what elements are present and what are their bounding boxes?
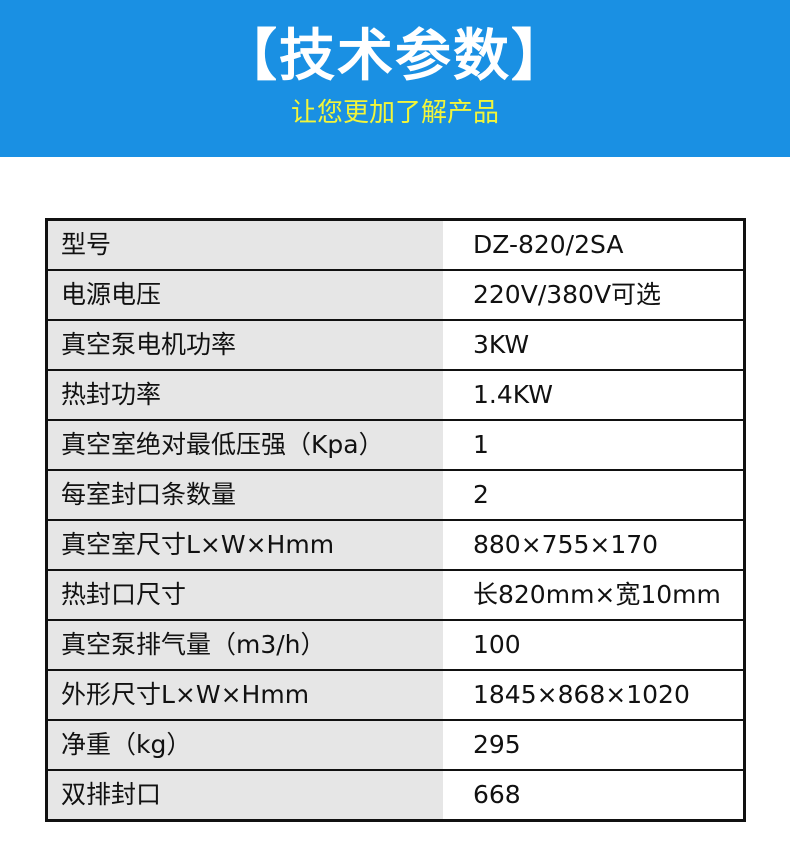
spec-label: 型号 bbox=[46, 219, 443, 270]
spec-label: 热封功率 bbox=[46, 369, 443, 420]
spec-value: 220V/380V可选 bbox=[443, 269, 745, 320]
table-row: 真空室绝对最低压强（Kpa） 1 bbox=[46, 419, 745, 470]
table-row: 热封功率 1.4KW bbox=[46, 369, 745, 420]
spec-label: 真空泵电机功率 bbox=[46, 319, 443, 370]
spec-label: 热封口尺寸 bbox=[46, 569, 443, 620]
spec-value: 880×755×170 bbox=[443, 519, 745, 570]
table-row: 外形尺寸L×W×Hmm 1845×868×1020 bbox=[46, 669, 745, 720]
table-row: 热封口尺寸 长820mm×宽10mm bbox=[46, 569, 745, 620]
table-row: 型号 DZ-820/2SA bbox=[46, 219, 745, 270]
spec-value: 295 bbox=[443, 719, 745, 770]
spec-value: DZ-820/2SA bbox=[443, 219, 745, 270]
spec-value: 1 bbox=[443, 419, 745, 470]
table-row: 真空泵电机功率 3KW bbox=[46, 319, 745, 370]
table-row: 真空室尺寸L×W×Hmm 880×755×170 bbox=[46, 519, 745, 570]
spec-value: 1.4KW bbox=[443, 369, 745, 420]
spec-value: 长820mm×宽10mm bbox=[443, 569, 745, 620]
spec-value: 3KW bbox=[443, 319, 745, 370]
spec-value: 100 bbox=[443, 619, 745, 670]
table-row: 电源电压 220V/380V可选 bbox=[46, 269, 745, 320]
spec-label: 电源电压 bbox=[46, 269, 443, 320]
header-banner: 【技术参数】 让您更加了解产品 bbox=[0, 0, 790, 157]
spec-label: 真空泵排气量（m3/h） bbox=[46, 619, 443, 670]
spec-value: 2 bbox=[443, 469, 745, 520]
spec-value: 1845×868×1020 bbox=[443, 669, 745, 720]
spec-label: 净重（kg） bbox=[46, 719, 443, 770]
spec-label: 真空室尺寸L×W×Hmm bbox=[46, 519, 443, 570]
table-row: 真空泵排气量（m3/h） 100 bbox=[46, 619, 745, 670]
spec-label: 外形尺寸L×W×Hmm bbox=[46, 669, 443, 720]
spec-label: 双排封口 bbox=[46, 769, 443, 821]
table-row: 每室封口条数量 2 bbox=[46, 469, 745, 520]
spec-label: 真空室绝对最低压强（Kpa） bbox=[46, 419, 443, 470]
page-subtitle: 让您更加了解产品 bbox=[290, 98, 499, 128]
spec-label: 每室封口条数量 bbox=[46, 469, 443, 520]
spec-table: 型号 DZ-820/2SA 电源电压 220V/380V可选 真空泵电机功率 3KW 热封功… bbox=[45, 218, 746, 822]
spec-value: 668 bbox=[443, 769, 745, 821]
page-title: 【技术参数】 bbox=[221, 24, 569, 89]
table-row: 净重（kg） 295 bbox=[46, 719, 745, 770]
table-row: 双排封口 668 bbox=[46, 769, 745, 821]
